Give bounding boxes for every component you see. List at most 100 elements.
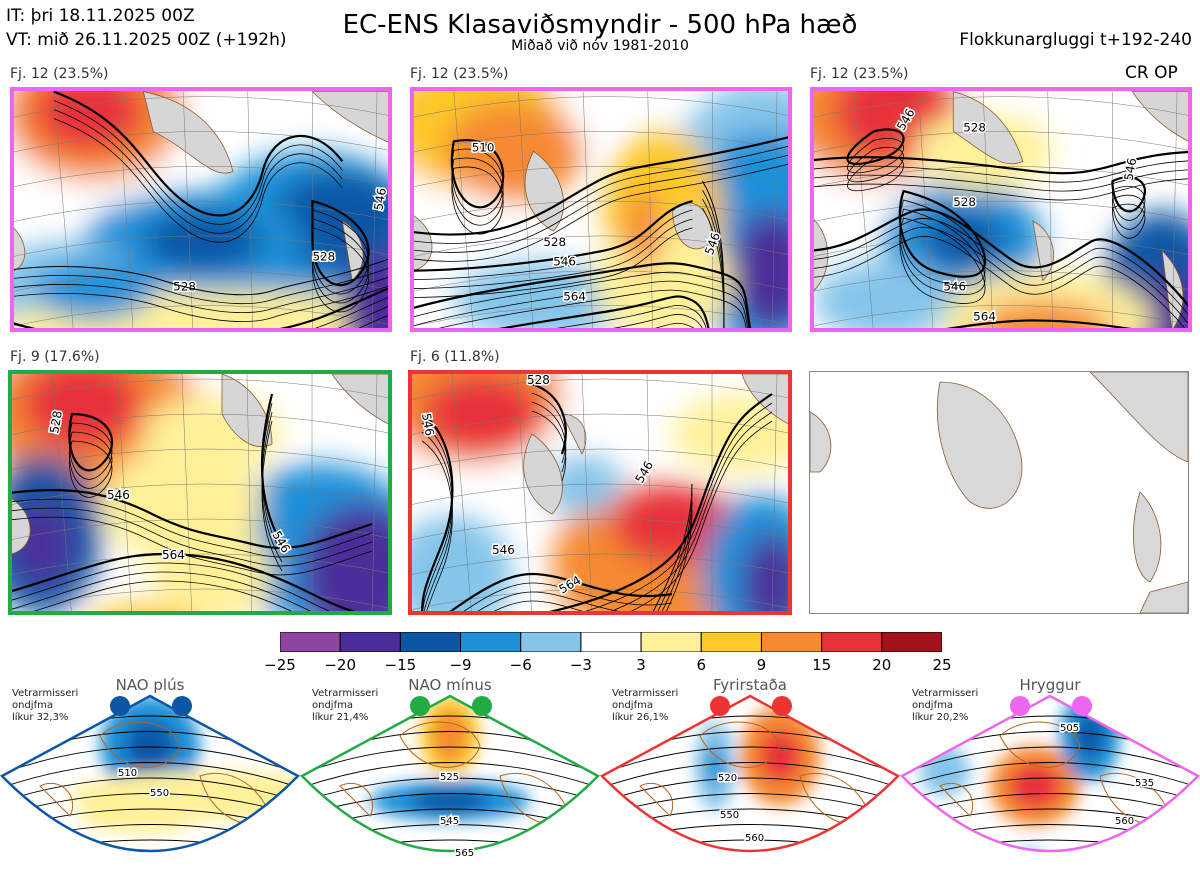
latitude-line xyxy=(14,305,388,327)
cluster-panel-2: 510528528546564546 xyxy=(410,87,792,332)
height-contour xyxy=(654,322,695,328)
regime-contour-label: 560 xyxy=(745,833,764,844)
latitude-line xyxy=(14,235,388,257)
longitude-line xyxy=(772,91,778,328)
land xyxy=(12,498,31,555)
height-contour xyxy=(1112,203,1146,239)
cluster-panel-1: 528546564528546528 xyxy=(10,87,392,332)
height-contour xyxy=(610,411,773,611)
land xyxy=(14,227,26,272)
regime-contour-label: 550 xyxy=(720,810,739,821)
cluster-panel-3: 528 546 564 546 528 546 xyxy=(810,87,1192,332)
height-contour xyxy=(14,267,388,305)
height-contour xyxy=(814,329,1192,332)
regime-fan-outline xyxy=(600,694,900,853)
cluster-panel-4: 528 546 564 546 xyxy=(8,370,392,615)
regime-panel: 510 550 NAO plús Vetrarmisseri ondjfma líku… xyxy=(0,676,300,871)
contour-label: 546 xyxy=(492,543,515,557)
colorbar-tick: −9 xyxy=(449,656,472,674)
colorbar-tick: 15 xyxy=(812,656,832,674)
latitude-line xyxy=(414,96,788,118)
land xyxy=(523,433,563,515)
latitude-line xyxy=(12,588,388,610)
contour-label: 546 xyxy=(943,280,966,294)
regime-fan-outline xyxy=(0,694,300,853)
anomaly-field xyxy=(33,260,154,321)
initial-time: IT: þri 18.11.2025 00Z xyxy=(6,6,195,26)
land xyxy=(331,374,388,425)
height-contour xyxy=(531,392,566,464)
height-contour xyxy=(652,483,693,611)
height-contour xyxy=(2,793,298,817)
height-contour xyxy=(602,746,898,775)
height-contour xyxy=(53,91,344,217)
latitude-line xyxy=(414,270,788,292)
contour-label: 546 xyxy=(107,488,130,502)
colorbar-tick: 25 xyxy=(932,656,952,674)
regime-name: NAO mínus xyxy=(408,676,492,694)
height-contour xyxy=(14,258,388,296)
regime-marker-dot xyxy=(772,696,792,716)
height-contour xyxy=(847,156,904,192)
height-contour xyxy=(311,199,370,287)
height-contour xyxy=(261,420,283,572)
anomaly-field xyxy=(760,731,800,781)
height-contour xyxy=(902,762,1198,789)
coastline xyxy=(939,782,974,817)
height-contour xyxy=(899,199,986,286)
height-contour xyxy=(814,160,1188,183)
height-contour xyxy=(12,571,311,611)
anomaly-field xyxy=(410,789,490,813)
height-contour xyxy=(556,304,707,328)
regime-contour-label: 545 xyxy=(440,816,459,827)
contour-label: 546 xyxy=(1122,157,1140,182)
height-contour xyxy=(1112,194,1146,230)
contour-label: 528 xyxy=(527,374,550,387)
longitude-line xyxy=(771,374,778,611)
height-contour xyxy=(900,856,1200,871)
height-contour xyxy=(451,166,504,235)
height-contour xyxy=(846,128,905,165)
height-contour xyxy=(702,189,725,328)
height-contour xyxy=(414,218,693,289)
contour-label: 546 xyxy=(553,255,576,269)
latitude-line xyxy=(814,166,1188,187)
height-contour xyxy=(477,591,620,611)
latitude-line xyxy=(412,553,788,575)
height-contour xyxy=(414,280,748,328)
height-contour xyxy=(451,157,504,226)
land xyxy=(1133,491,1162,583)
contour-label: 510 xyxy=(472,140,495,154)
latitude-line xyxy=(814,305,1188,327)
height-contour xyxy=(12,552,356,611)
height-contour xyxy=(14,287,388,328)
height-contour xyxy=(414,262,752,328)
height-contour xyxy=(602,762,898,789)
anomaly-field xyxy=(22,374,142,449)
height-contour xyxy=(414,209,693,280)
coastline xyxy=(99,721,181,768)
longitude-line xyxy=(518,91,534,328)
height-contour xyxy=(531,410,566,482)
anomaly-field xyxy=(125,721,175,771)
contour-label: 528 xyxy=(312,250,335,264)
height-contour xyxy=(414,145,788,244)
land xyxy=(311,91,388,143)
colorbar-tick: 6 xyxy=(696,656,707,674)
latitude-line xyxy=(414,200,788,222)
latitude-line xyxy=(814,270,1188,292)
latitude-line xyxy=(14,131,388,153)
cluster-panel-5: 546 546 528 564 546 xyxy=(408,370,792,615)
valid-time: VT: mið 26.11.2025 00Z (+192h) xyxy=(6,30,287,50)
height-contour xyxy=(421,413,454,611)
anomaly-field xyxy=(412,514,512,611)
colorbar-swatch xyxy=(760,631,823,653)
panel-label: Fj. 12 (23.5%) xyxy=(410,66,509,82)
regime-name: Hryggur xyxy=(1019,676,1081,694)
longitude-line xyxy=(246,374,253,611)
colorbar-tick: −6 xyxy=(509,656,532,674)
longitude-line xyxy=(53,91,74,328)
latitude-line xyxy=(412,413,788,435)
height-contour xyxy=(53,109,343,234)
height-contour xyxy=(12,489,373,550)
